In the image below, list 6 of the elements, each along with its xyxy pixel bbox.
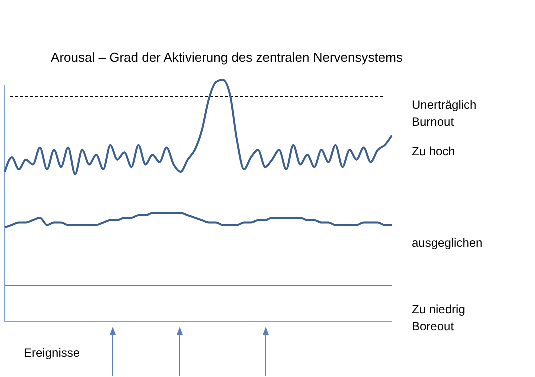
series-label: ausgeglichen: [412, 236, 483, 250]
chart-title: Arousal – Grad der Aktivierung des zentralen Nervensystems: [51, 50, 404, 65]
series-label: Zu hoch: [412, 144, 456, 159]
text: Ereignisse: [24, 346, 80, 360]
ref-line-label: Zu niedrig Boreout: [412, 302, 466, 334]
ref-line-label: Unerträglich Burnout: [412, 98, 477, 129]
